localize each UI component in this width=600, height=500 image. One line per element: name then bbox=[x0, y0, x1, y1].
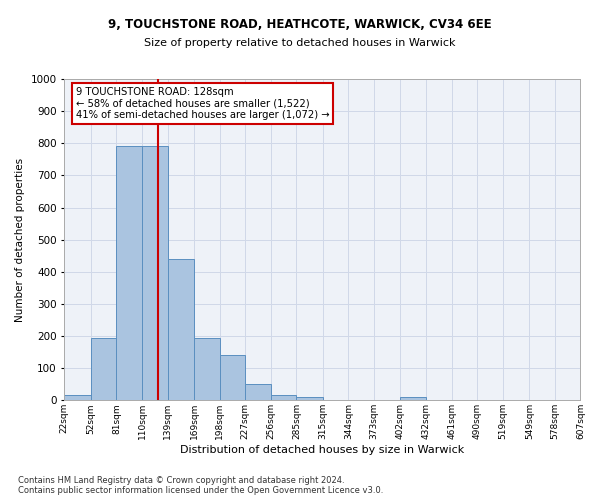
Text: Contains HM Land Registry data © Crown copyright and database right 2024.
Contai: Contains HM Land Registry data © Crown c… bbox=[18, 476, 383, 495]
Bar bbox=[116, 146, 142, 400]
Text: Size of property relative to detached houses in Warwick: Size of property relative to detached ho… bbox=[144, 38, 456, 48]
Bar bbox=[271, 396, 296, 400]
Bar bbox=[64, 396, 91, 400]
Bar bbox=[91, 338, 116, 400]
Bar bbox=[296, 397, 323, 400]
Bar bbox=[245, 384, 271, 400]
Bar bbox=[167, 259, 194, 400]
Y-axis label: Number of detached properties: Number of detached properties bbox=[15, 158, 25, 322]
Text: 9 TOUCHSTONE ROAD: 128sqm
← 58% of detached houses are smaller (1,522)
41% of se: 9 TOUCHSTONE ROAD: 128sqm ← 58% of detac… bbox=[76, 87, 329, 120]
Bar bbox=[194, 338, 220, 400]
Bar bbox=[220, 356, 245, 401]
Text: 9, TOUCHSTONE ROAD, HEATHCOTE, WARWICK, CV34 6EE: 9, TOUCHSTONE ROAD, HEATHCOTE, WARWICK, … bbox=[108, 18, 492, 30]
Bar bbox=[400, 397, 426, 400]
X-axis label: Distribution of detached houses by size in Warwick: Distribution of detached houses by size … bbox=[180, 445, 464, 455]
Bar bbox=[142, 146, 167, 400]
